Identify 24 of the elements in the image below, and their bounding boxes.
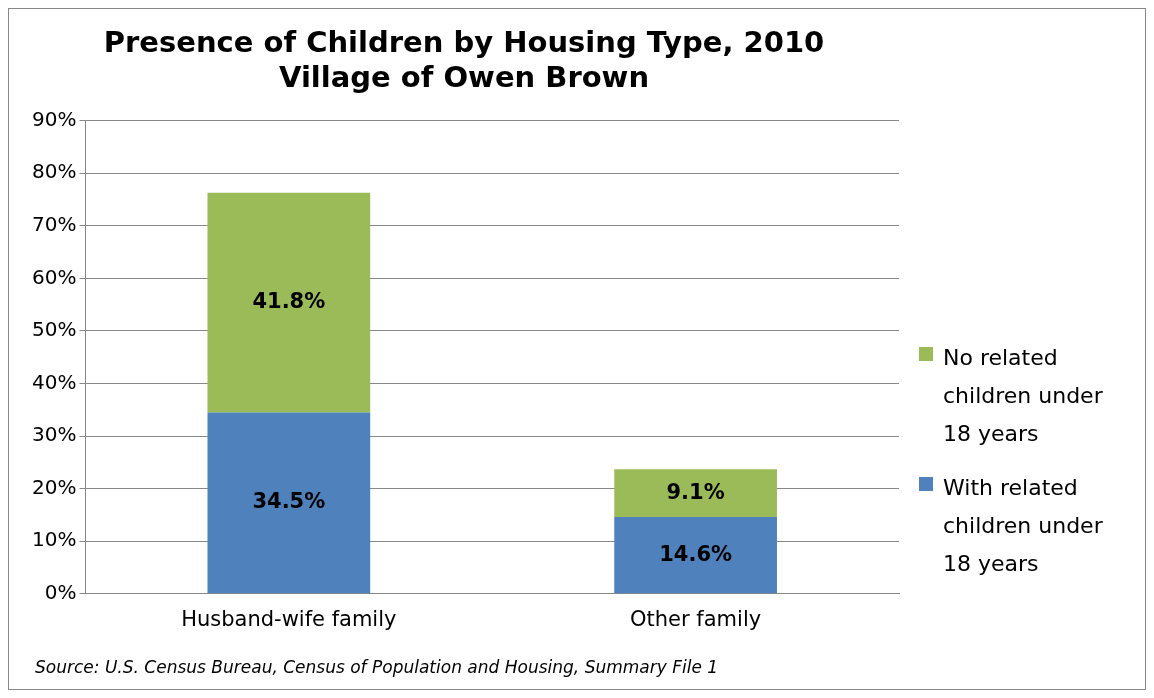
y-tick-label: 50% (32, 317, 77, 342)
chart-title: Presence of Children by Housing Type, 2010 Village of Owen Brown (103, 24, 825, 94)
data-label: 9.1% (666, 479, 725, 504)
legend-label: With related children under 18 years (943, 474, 1104, 578)
data-label: 14.6% (659, 541, 733, 566)
legend-label: No related children under 18 years (943, 344, 1104, 448)
y-tick-label: 40% (32, 369, 77, 394)
y-tick-label: 60% (32, 264, 77, 289)
y-tick-label: 80% (32, 159, 77, 184)
x-tick-label: Other family (630, 606, 762, 631)
y-tick-label: 0% (44, 580, 77, 604)
bar (614, 517, 777, 594)
source-note: Source: U.S. Census Bureau, Census of Population and Housing, Summary File 1 (35, 657, 719, 677)
bar (207, 192, 371, 413)
y-tick-label: 30% (32, 422, 77, 447)
y-tick-label: 10% (32, 527, 77, 552)
data-label: 41.8% (252, 288, 326, 313)
bar (614, 469, 777, 518)
y-tick-label: 20% (32, 474, 77, 499)
bar (207, 412, 371, 594)
y-tick-label: 90% (32, 106, 77, 131)
x-tick-label: Husband-wife family (181, 606, 397, 631)
data-label: 34.5% (252, 489, 326, 514)
y-tick-label: 70% (32, 211, 77, 236)
